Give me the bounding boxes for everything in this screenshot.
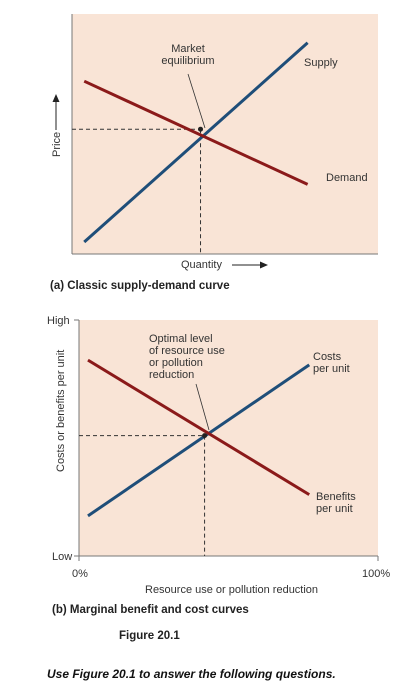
- chart-a-caption: (a) Classic supply-demand curve: [50, 280, 230, 292]
- chart-b-ytick-high: High: [47, 315, 70, 327]
- chart-a-series-line-supply: [83, 41, 309, 244]
- chart-a-annotation-pointer: [187, 73, 206, 129]
- chart-b-annotation-pointer: [195, 383, 210, 431]
- chart-b-caption: (b) Marginal benefit and cost curves: [52, 604, 249, 616]
- chart-b-series-line-benefits: [87, 358, 311, 496]
- chart-a: Market equilibrium Supply Demand Price Qu…: [50, 14, 378, 292]
- chart-b: Optimal level of resource use or pollution…: [47, 315, 390, 616]
- chart-b-equilibrium-point: [202, 433, 208, 439]
- chart-b-ytick-low: Low: [52, 551, 72, 563]
- chart-a-annotation: Market equilibrium: [161, 43, 214, 67]
- chart-a-ylabel-arrow: [52, 94, 60, 130]
- chart-a-ylabel: Price: [51, 132, 63, 157]
- chart-a-xlabel-arrow: [232, 261, 268, 269]
- chart-a-equilibrium-point: [198, 126, 204, 132]
- chart-a-series-label-demand: Demand: [326, 172, 368, 184]
- chart-a-series-label-supply: Supply: [304, 57, 338, 69]
- chart-b-series-label-benefits: Benefits per unit: [316, 491, 356, 515]
- chart-b-plot-area: [79, 320, 378, 556]
- chart-a-xlabel: Quantity: [181, 259, 222, 271]
- chart-a-series-line-demand: [83, 79, 309, 186]
- chart-b-annotation: Optimal level of resource use or pollution…: [149, 333, 225, 381]
- chart-b-ylabel: Costs or benefits per unit: [55, 350, 67, 472]
- chart-b-xtick-100: 100%: [362, 568, 390, 580]
- figure-label: Figure 20.1: [119, 630, 180, 642]
- chart-a-plot-area: [72, 14, 378, 254]
- instruction-text: Use Figure 20.1 to answer the following …: [47, 667, 336, 681]
- chart-b-xtick-0: 0%: [72, 568, 88, 580]
- chart-b-series-label-costs: Costs per unit: [313, 351, 350, 375]
- chart-b-series-line-costs: [87, 363, 311, 518]
- chart-b-xlabel: Resource use or pollution reduction: [145, 584, 318, 596]
